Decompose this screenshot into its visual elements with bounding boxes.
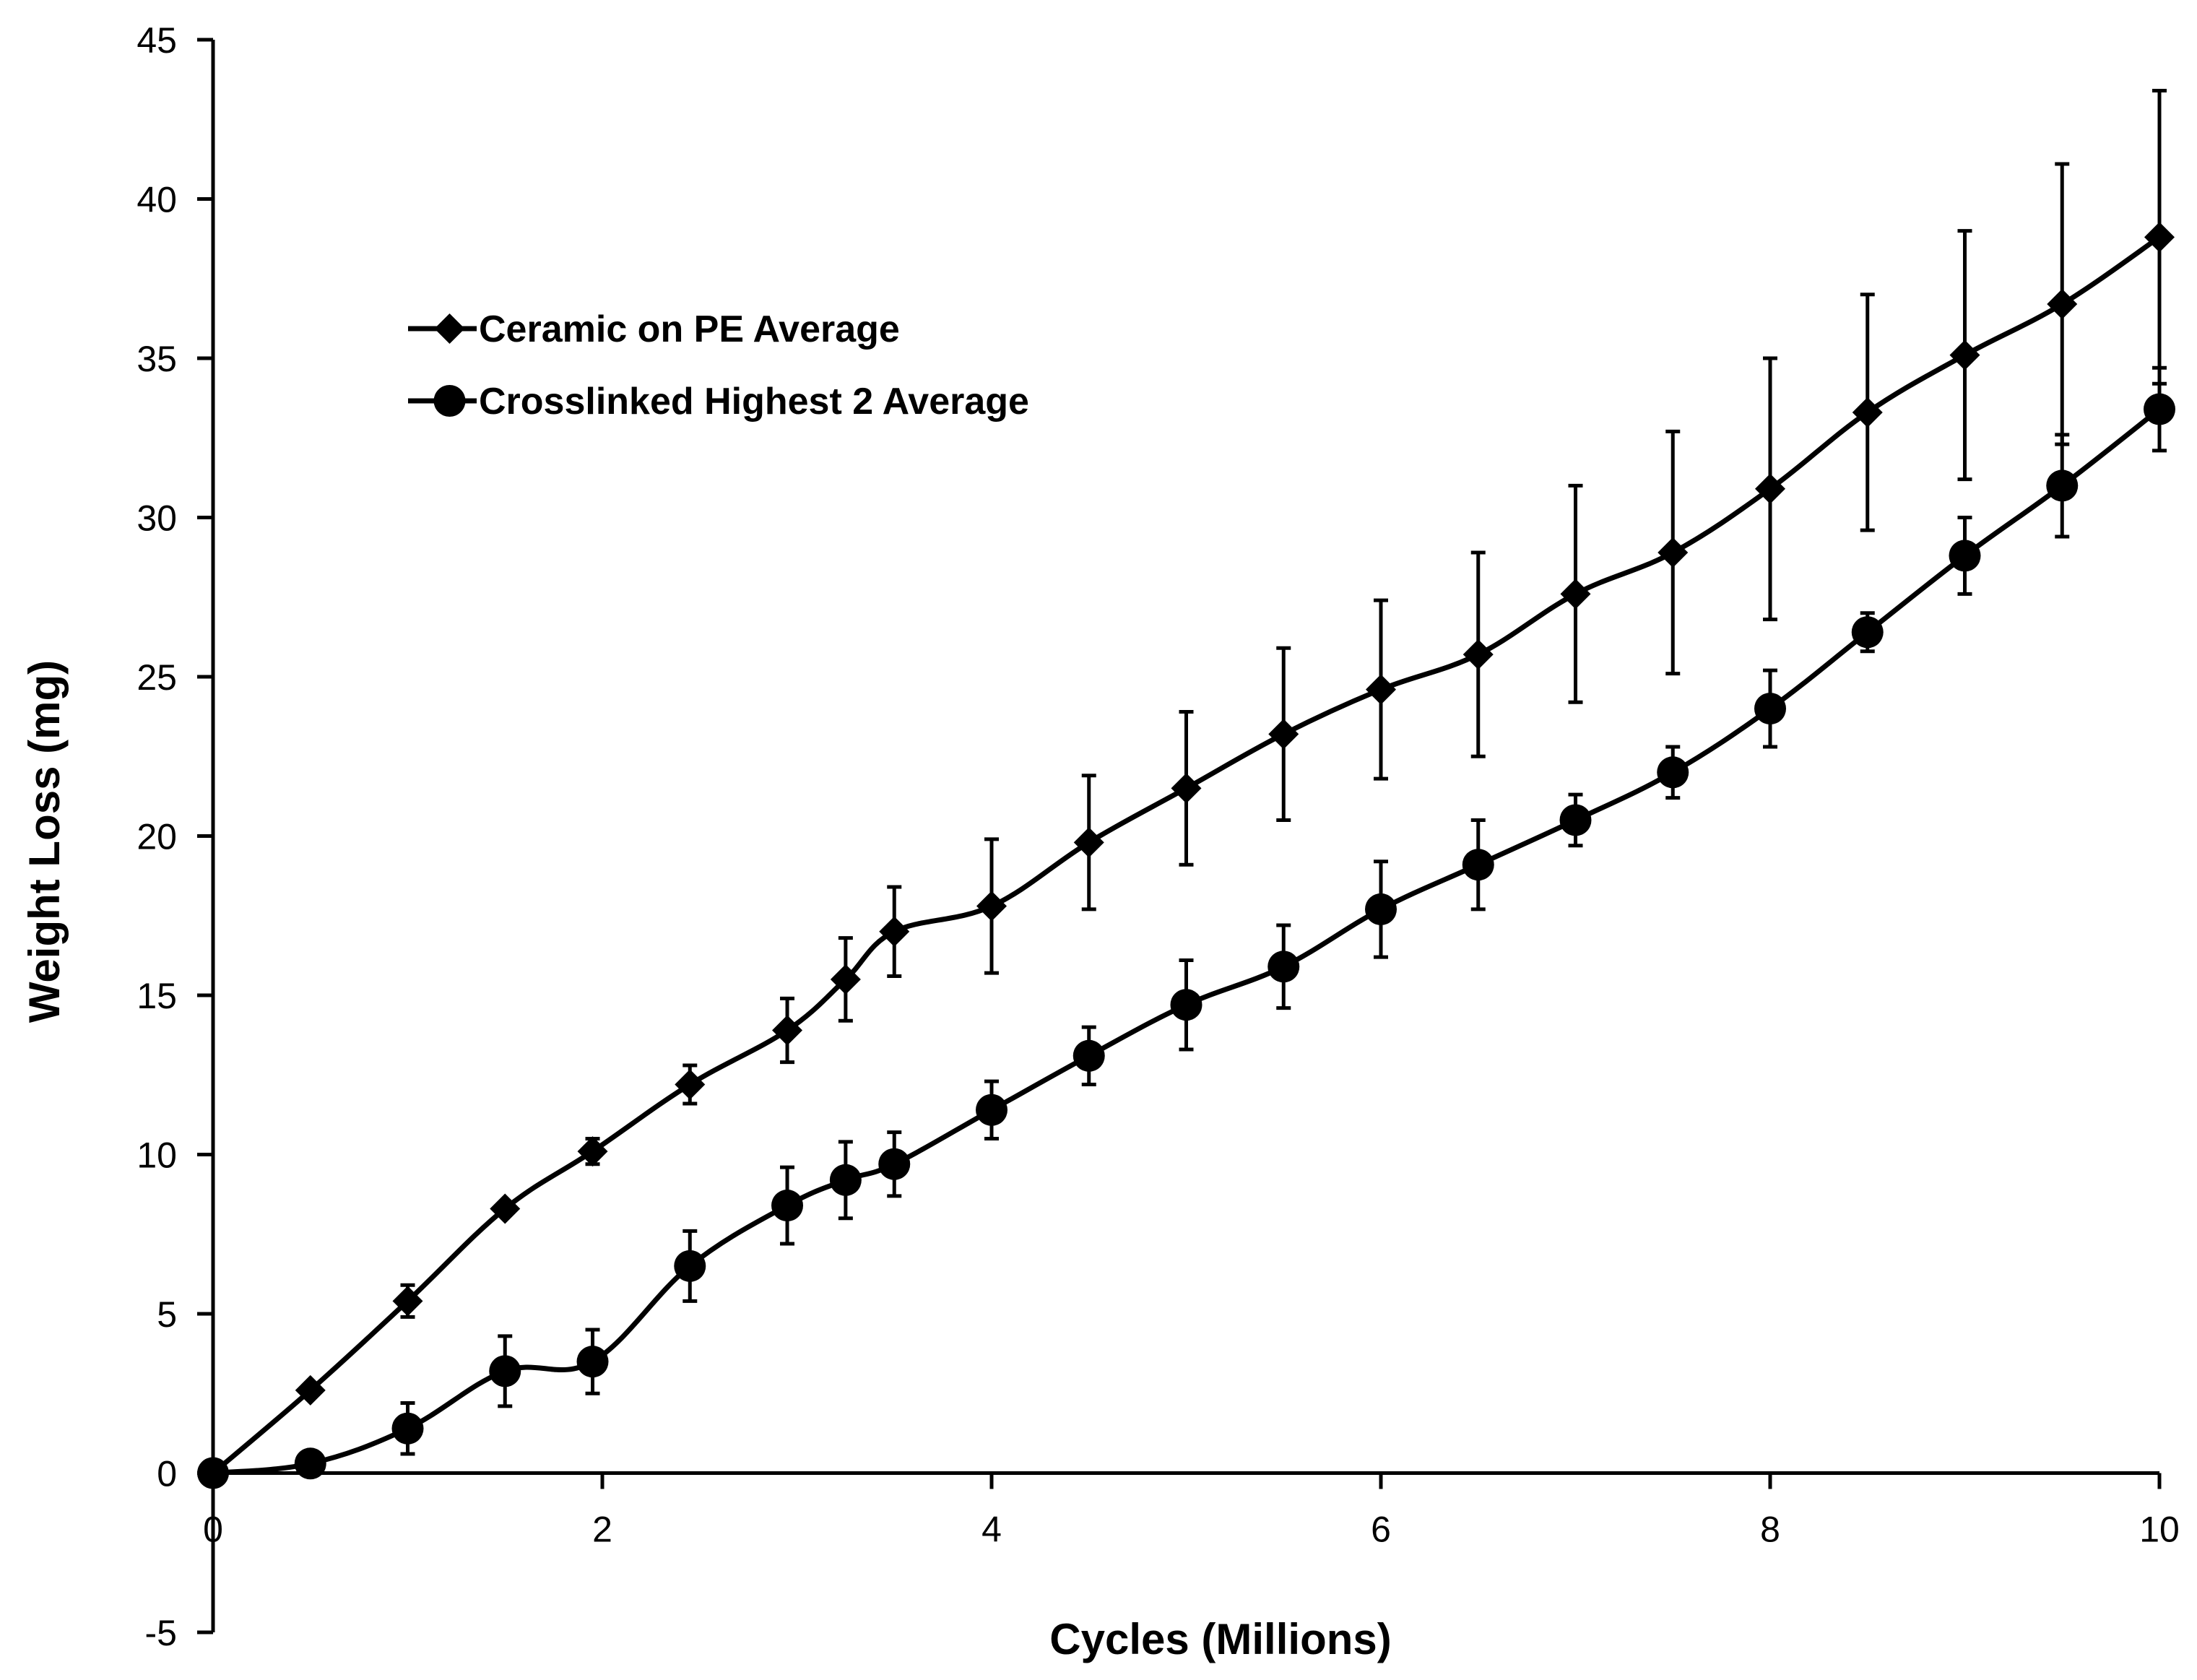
data-point xyxy=(197,1457,229,1489)
data-point xyxy=(879,916,910,947)
series-ceramic-on-pe xyxy=(198,89,2175,1489)
series-crosslinked xyxy=(197,365,2175,1489)
data-point xyxy=(2144,222,2175,253)
data-point xyxy=(1658,537,1689,568)
data-point xyxy=(1170,989,1202,1021)
data-point xyxy=(1462,849,1494,881)
data-point xyxy=(830,964,861,995)
data-point xyxy=(391,1412,424,1445)
data-point xyxy=(674,1250,706,1282)
data-point xyxy=(1851,616,1884,649)
series-line xyxy=(212,407,2162,1476)
data-point xyxy=(771,1190,804,1222)
data-point xyxy=(1365,893,1397,925)
data-point xyxy=(1462,639,1494,670)
y-tick-label: 25 xyxy=(136,657,177,698)
data-point xyxy=(2047,289,2078,320)
data-point xyxy=(1268,951,1300,983)
legend-item: Crosslinked Highest 2 Average xyxy=(408,381,1029,423)
x-tick-label: 2 xyxy=(592,1510,612,1550)
y-tick-label: 45 xyxy=(136,20,177,61)
data-point xyxy=(1852,397,1883,428)
y-tick-label: 35 xyxy=(136,339,177,379)
x-tick-label: 8 xyxy=(1760,1510,1780,1550)
data-point xyxy=(772,1015,803,1046)
data-point xyxy=(1949,339,1980,371)
data-point xyxy=(829,1164,862,1196)
x-tick-label: 10 xyxy=(2139,1510,2180,1550)
data-point xyxy=(1171,773,1202,804)
data-point xyxy=(1559,804,1592,836)
legend-label: Crosslinked Highest 2 Average xyxy=(479,381,1029,423)
y-tick-label: 10 xyxy=(136,1135,177,1176)
legend-marker xyxy=(433,385,466,417)
data-point xyxy=(489,1355,521,1387)
data-point xyxy=(295,1374,326,1406)
y-tick-label: 5 xyxy=(157,1294,177,1335)
data-point xyxy=(1755,473,1785,504)
data-point xyxy=(976,891,1007,922)
y-tick-label: 40 xyxy=(136,180,177,220)
data-point xyxy=(294,1447,326,1480)
data-point xyxy=(976,1094,1008,1126)
x-tick-label: 6 xyxy=(1371,1510,1391,1550)
data-point xyxy=(576,1346,609,1378)
legend-marker xyxy=(434,313,465,344)
y-tick-label: 20 xyxy=(136,817,177,857)
y-tick-label: 30 xyxy=(136,498,177,539)
data-point xyxy=(2046,469,2079,502)
data-point xyxy=(392,1286,423,1317)
series-line xyxy=(211,235,2161,1476)
data-point xyxy=(1366,674,1396,705)
data-point xyxy=(878,1148,911,1180)
y-axis-title: Weight Loss (mg) xyxy=(20,660,69,1023)
y-tick-label: 0 xyxy=(157,1454,177,1494)
data-point xyxy=(2144,393,2175,425)
data-point xyxy=(577,1136,608,1167)
data-point xyxy=(1657,756,1689,789)
x-tick-label: 4 xyxy=(982,1510,1002,1550)
legend-label: Ceramic on PE Average xyxy=(479,308,900,350)
data-point xyxy=(1073,827,1104,858)
data-point xyxy=(1268,719,1299,750)
y-tick-label: -5 xyxy=(145,1613,177,1653)
legend: Ceramic on PE Average Crosslinked Highest… xyxy=(408,308,1029,423)
data-point xyxy=(675,1069,706,1100)
data-point xyxy=(490,1193,521,1224)
legend-item: Ceramic on PE Average xyxy=(408,308,900,350)
x-tick-label: 0 xyxy=(203,1510,223,1550)
data-point xyxy=(1949,540,1981,572)
data-point xyxy=(1754,693,1786,725)
x-axis-title: Cycles (Millions) xyxy=(1049,1615,1391,1663)
y-tick-label: 15 xyxy=(136,976,177,1016)
data-point xyxy=(1072,1039,1105,1072)
data-point xyxy=(1560,579,1591,610)
